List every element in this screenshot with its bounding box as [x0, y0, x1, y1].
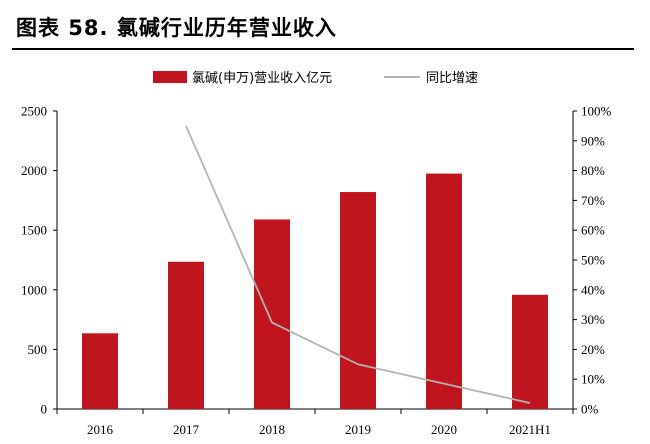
y-right-tick-label: 0%: [581, 402, 599, 417]
y-right-tick-label: 100%: [581, 104, 612, 119]
y-right-tick-label: 30%: [581, 312, 605, 327]
y-left-tick-label: 500: [28, 342, 48, 357]
y-right-tick-label: 90%: [581, 133, 605, 148]
x-tick-label: 2019: [345, 422, 371, 437]
y-left-tick-label: 2000: [21, 163, 47, 178]
y-left-tick-label: 2500: [21, 104, 47, 119]
y-right-tick-label: 80%: [581, 163, 605, 178]
y-axis-left-ticks: 0 500 1000 1500 2000 2500: [21, 104, 57, 417]
x-tick-label: 2017: [173, 422, 200, 437]
bar: [340, 192, 376, 409]
line-series: [185, 125, 531, 404]
y-right-tick-label: 50%: [581, 253, 605, 268]
legend-label-line: 同比增速: [426, 71, 478, 86]
x-tick-label: 2020: [431, 422, 457, 437]
y-axis-right-ticks: 0% 10% 20% 30% 40% 50% 60% 70% 80% 90% 100%: [573, 104, 612, 417]
bar: [82, 333, 118, 409]
y-right-tick-label: 10%: [581, 372, 605, 387]
axes: [56, 111, 574, 410]
y-left-tick-label: 1000: [21, 282, 47, 297]
bar: [512, 294, 548, 409]
bar: [254, 219, 290, 409]
chart-title: 图表 58. 氯碱行业历年营业收入: [16, 16, 337, 40]
title-divider: [12, 48, 634, 50]
x-tick-label: 2018: [259, 422, 285, 437]
x-tick-label: 2016: [87, 422, 114, 437]
x-tick-label: 2021H1: [509, 422, 551, 437]
y-right-tick-label: 70%: [581, 193, 605, 208]
legend-label-bar: 氯碱(申万)营业收入亿元: [192, 71, 332, 86]
bar-series: [82, 173, 548, 409]
y-right-tick-label: 60%: [581, 223, 605, 238]
x-axis-ticks: 2016 2017 2018 2019 2020 2021H1: [56, 409, 574, 437]
bar: [168, 261, 204, 409]
bar: [426, 173, 462, 409]
y-right-tick-label: 20%: [581, 342, 605, 357]
legend-swatch-bar: [153, 71, 187, 83]
legend: 氯碱(申万)营业收入亿元 同比增速: [153, 71, 478, 86]
y-right-tick-label: 40%: [581, 282, 605, 297]
y-left-tick-label: 0: [41, 402, 48, 417]
y-left-tick-label: 1500: [21, 223, 47, 238]
